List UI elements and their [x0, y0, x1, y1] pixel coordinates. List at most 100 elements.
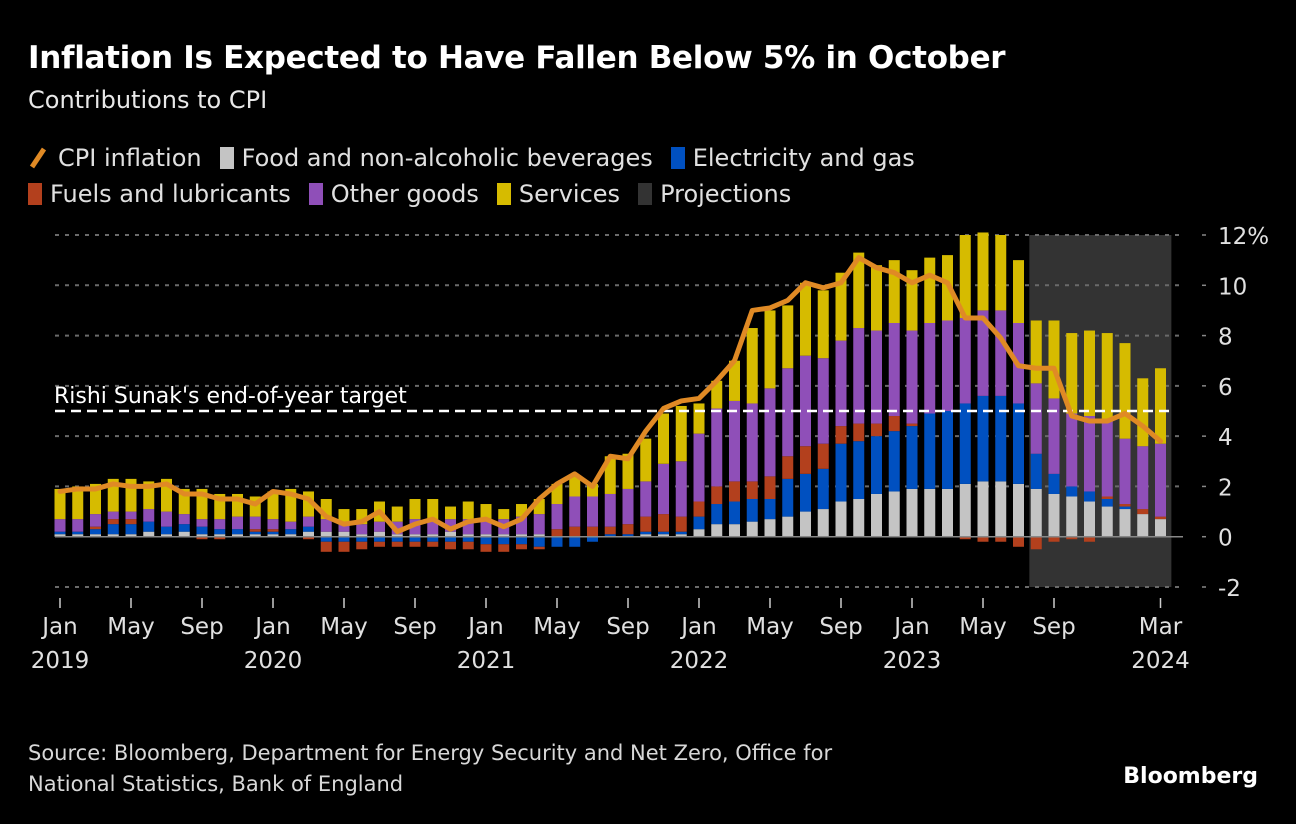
bar-other	[942, 320, 953, 411]
bar-elec	[232, 529, 243, 535]
bar-elec	[214, 529, 226, 535]
bar-services	[640, 438, 652, 482]
bar-services	[551, 483, 563, 505]
bar-food	[853, 499, 865, 537]
x-tick-month: May	[107, 614, 155, 640]
bar-fuel	[391, 541, 403, 547]
bar-services	[1066, 333, 1078, 414]
bar-elec	[161, 526, 172, 535]
legend-item-electricity: Electricity and gas	[670, 144, 915, 172]
bar-elec	[1066, 486, 1078, 497]
bar-fuel	[604, 526, 616, 535]
bar-other	[1048, 398, 1060, 474]
bar-food	[800, 511, 811, 537]
bar-other	[782, 368, 794, 457]
bar-other	[764, 388, 776, 477]
bar-other	[285, 521, 297, 530]
x-tick-month: Mar	[1139, 614, 1183, 640]
bar-elec	[267, 531, 279, 535]
bar-services	[1119, 343, 1131, 439]
bar-services	[462, 501, 474, 520]
bar-other	[711, 408, 723, 487]
bar-food	[374, 531, 385, 537]
bar-services	[498, 509, 510, 520]
bar-services	[853, 252, 865, 329]
legend-label: Projections	[660, 180, 792, 208]
bar-other	[480, 519, 492, 535]
y-tick-label: 8	[1218, 325, 1233, 351]
bar-services	[338, 509, 350, 522]
bar-services	[587, 483, 598, 497]
y-tick-label: 6	[1218, 375, 1233, 401]
chart-subtitle: Contributions to CPI	[28, 86, 268, 114]
bar-services	[1048, 320, 1060, 399]
bar-food	[533, 534, 545, 537]
y-tick-label: 10	[1218, 274, 1247, 300]
swatch-icon	[28, 183, 42, 205]
bar-fuel	[977, 536, 989, 542]
bar-food	[658, 534, 669, 537]
bar-food	[1030, 488, 1042, 537]
bar-services	[178, 488, 190, 515]
bar-fuel	[906, 423, 918, 427]
bar-services	[888, 260, 900, 323]
bar-other	[533, 514, 545, 535]
bar-fuel	[1155, 516, 1166, 520]
x-tick-month: Jan	[253, 614, 290, 640]
bar-fuel	[1030, 536, 1042, 550]
bar-other	[232, 516, 243, 530]
bar-fuel	[658, 514, 669, 532]
bar-elec	[338, 536, 350, 542]
bar-elec	[995, 395, 1007, 482]
bar-services	[1013, 260, 1024, 323]
bar-other	[1066, 413, 1078, 487]
bar-services	[817, 290, 829, 359]
bar-elec	[107, 524, 119, 535]
bar-services	[285, 488, 297, 522]
bar-fuel	[959, 536, 971, 540]
bar-other	[729, 400, 740, 482]
bar-elec	[178, 524, 190, 532]
bar-food	[1137, 514, 1149, 537]
bar-services	[516, 504, 527, 517]
bar-fuel	[90, 526, 101, 530]
legend-label: Services	[518, 180, 621, 208]
bar-fuel	[711, 486, 723, 505]
bar-elec	[356, 536, 368, 542]
bar-elec	[888, 431, 900, 492]
bar-fuel	[1137, 509, 1149, 515]
bar-food	[675, 534, 687, 537]
bar-fuel	[587, 526, 598, 537]
bar-fuel	[729, 481, 740, 502]
bar-food	[746, 521, 758, 537]
bar-other	[178, 514, 190, 525]
bar-elec	[711, 504, 723, 525]
bar-services	[622, 453, 634, 489]
bar-other	[462, 519, 474, 535]
bar-other	[1030, 383, 1042, 454]
bar-services	[1155, 368, 1166, 444]
bar-elec	[658, 531, 669, 535]
x-tick-year: 2020	[244, 648, 303, 674]
y-tick-label: 0	[1218, 526, 1233, 552]
bar-food	[977, 481, 989, 537]
bar-elec	[569, 536, 581, 547]
bar-services	[445, 506, 456, 520]
bar-services	[427, 499, 439, 520]
bar-food	[391, 534, 403, 537]
legend-row-1: CPI inflation Food and non-alcoholic bev…	[28, 140, 1228, 176]
legend-item-fuels: Fuels and lubricants	[28, 180, 291, 208]
bar-elec	[587, 536, 598, 542]
bar-other	[107, 511, 119, 520]
bar-fuel	[480, 544, 492, 552]
legend-label: Electricity and gas	[692, 144, 915, 172]
y-tick-label: 12%	[1218, 224, 1269, 250]
bar-food	[959, 483, 971, 537]
line-swatch-icon	[29, 147, 47, 169]
bar-other	[1119, 438, 1131, 505]
bar-elec	[462, 536, 474, 542]
bar-services	[90, 483, 101, 515]
bar-services	[303, 491, 314, 517]
bar-food	[232, 534, 243, 537]
bar-other	[516, 516, 527, 535]
